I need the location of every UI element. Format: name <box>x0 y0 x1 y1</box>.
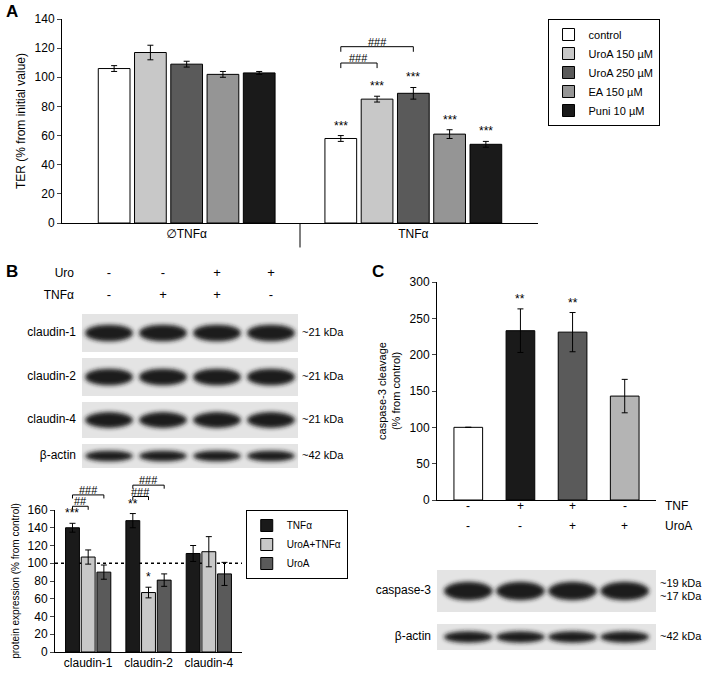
svg-text:~42 kDa: ~42 kDa <box>302 449 344 461</box>
svg-text:+: + <box>569 499 576 513</box>
svg-text:UroA+TNFα: UroA+TNFα <box>287 539 341 550</box>
svg-text:Uro: Uro <box>55 266 75 280</box>
svg-text:+: + <box>159 287 167 302</box>
svg-text:50: 50 <box>416 457 430 471</box>
svg-text:300: 300 <box>410 275 430 289</box>
svg-text:-: - <box>623 499 627 513</box>
svg-text:control: control <box>589 29 622 41</box>
svg-text:TNF: TNF <box>665 499 688 513</box>
svg-text:UroA: UroA <box>665 519 692 533</box>
svg-text:140: 140 <box>35 12 55 26</box>
svg-text:∅TNFα: ∅TNFα <box>166 227 207 241</box>
svg-text:###: ### <box>368 36 387 48</box>
svg-text:UroA 250 µM: UroA 250 µM <box>589 67 653 79</box>
svg-text:caspase-3 cleavage(% from cont: caspase-3 cleavage(% from control) <box>376 342 402 440</box>
svg-text:TER (% from initial value): TER (% from initial value) <box>14 53 28 189</box>
svg-text:-: - <box>161 265 165 280</box>
svg-text:20: 20 <box>34 627 48 641</box>
svg-text:TNFα: TNFα <box>287 520 312 531</box>
svg-text:+: + <box>213 265 221 280</box>
svg-text:~19 kDa: ~19 kDa <box>660 577 702 589</box>
svg-text:Puni 10 µM: Puni 10 µM <box>589 105 645 117</box>
svg-text:caspase-3: caspase-3 <box>376 583 432 597</box>
svg-text:40: 40 <box>41 158 55 172</box>
svg-text:60: 60 <box>34 592 48 606</box>
html-text:C: C <box>372 262 385 281</box>
svg-text:claudin-1: claudin-1 <box>64 656 113 670</box>
svg-text:100: 100 <box>410 421 430 435</box>
svg-text:TNFα: TNFα <box>44 288 74 302</box>
svg-text:~21 kDa: ~21 kDa <box>302 370 344 382</box>
svg-text:-: - <box>466 499 470 513</box>
svg-text:60: 60 <box>41 129 55 143</box>
svg-text:###: ### <box>139 474 158 486</box>
svg-text:-: - <box>107 265 111 280</box>
svg-text:EA 150 µM: EA 150 µM <box>589 86 643 98</box>
svg-text:-: - <box>269 287 273 302</box>
svg-text:80: 80 <box>34 574 48 588</box>
svg-text:100: 100 <box>28 556 48 570</box>
svg-text:###: ### <box>131 486 150 498</box>
svg-text:**: ** <box>515 292 525 306</box>
svg-text:150: 150 <box>410 384 430 398</box>
svg-text:###: ### <box>79 484 98 496</box>
html-text:A: A <box>6 2 19 21</box>
svg-text:100: 100 <box>35 70 55 84</box>
svg-text:***: *** <box>406 70 420 84</box>
svg-text:TNFα: TNFα <box>398 227 428 241</box>
svg-text:20: 20 <box>41 187 55 201</box>
svg-text:40: 40 <box>34 610 48 624</box>
svg-text:250: 250 <box>410 312 430 326</box>
svg-text:claudin-2: claudin-2 <box>124 656 173 670</box>
svg-text:120: 120 <box>28 539 48 553</box>
svg-text:*: * <box>146 570 151 584</box>
html-text:B: B <box>6 262 19 281</box>
svg-text:claudin-1: claudin-1 <box>27 325 76 339</box>
svg-text:~42 kDa: ~42 kDa <box>660 630 702 642</box>
svg-text:claudin-2: claudin-2 <box>27 369 76 383</box>
svg-text:***: *** <box>479 124 493 138</box>
svg-text:~17 kDa: ~17 kDa <box>660 590 702 602</box>
svg-text:80: 80 <box>41 100 55 114</box>
svg-text:β-actin: β-actin <box>40 448 76 462</box>
svg-text:β-actin: β-actin <box>395 629 431 643</box>
svg-text:200: 200 <box>410 348 430 362</box>
svg-text:UroA: UroA <box>287 558 310 569</box>
svg-text:protein expression (% from con: protein expression (% from control) <box>10 503 21 659</box>
svg-text:~21 kDa: ~21 kDa <box>302 413 344 425</box>
svg-text:0: 0 <box>41 645 48 659</box>
svg-text:-: - <box>518 519 522 533</box>
svg-text:+: + <box>213 287 221 302</box>
svg-text:+: + <box>267 265 275 280</box>
svg-text:***: *** <box>65 506 79 520</box>
svg-text:**: ** <box>128 497 138 511</box>
svg-text:120: 120 <box>35 41 55 55</box>
svg-text:***: *** <box>443 113 457 127</box>
svg-text:claudin-4: claudin-4 <box>184 656 233 670</box>
svg-text:+: + <box>569 519 576 533</box>
svg-text:~21 kDa: ~21 kDa <box>302 326 344 338</box>
svg-text:0: 0 <box>423 493 430 507</box>
svg-text:+: + <box>621 519 628 533</box>
svg-text:-: - <box>466 519 470 533</box>
svg-text:***: *** <box>370 79 384 93</box>
svg-text:160: 160 <box>28 503 48 517</box>
svg-text:140: 140 <box>28 521 48 535</box>
svg-text:***: *** <box>334 119 348 133</box>
svg-text:**: ** <box>568 296 578 310</box>
svg-text:##: ## <box>74 495 87 507</box>
svg-text:claudin-4: claudin-4 <box>27 412 76 426</box>
svg-text:###: ### <box>349 52 368 64</box>
svg-text:-: - <box>107 287 111 302</box>
svg-text:+: + <box>517 499 524 513</box>
svg-text:0: 0 <box>48 216 55 230</box>
svg-text:UroA 150 µM: UroA 150 µM <box>589 48 653 60</box>
